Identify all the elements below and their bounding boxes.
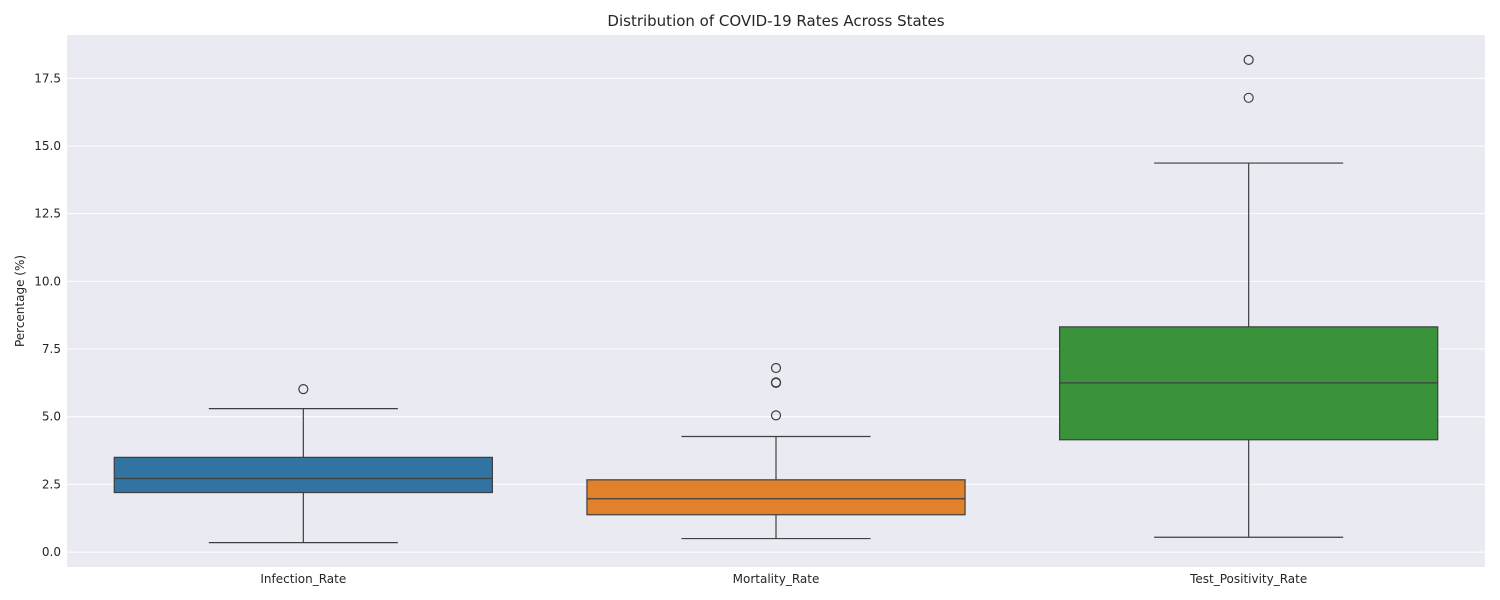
y-tick-label: 12.5 <box>34 207 61 221</box>
x-tick-label: Infection_Rate <box>260 572 346 586</box>
iqr-box <box>586 479 966 516</box>
outlier-point <box>1243 54 1254 66</box>
box-test-positivity-rate <box>1058 54 1439 538</box>
chart-title: Distribution of COVID-19 Rates Across St… <box>607 12 944 30</box>
y-tick-labels: 0.0 2.5 5.0 7.5 10.0 12.5 15.0 17.5 <box>34 71 61 559</box>
outlier-point <box>298 384 309 395</box>
y-tick-label: 2.5 <box>42 477 61 491</box>
iqr-box <box>113 456 494 494</box>
y-tick-label: 17.5 <box>34 71 61 85</box>
y-tick-label: 5.0 <box>42 410 61 424</box>
boxes <box>113 54 1439 544</box>
box-mortality-rate <box>586 362 966 540</box>
outlier-point <box>770 377 782 388</box>
outlier-point <box>770 410 782 421</box>
y-axis-label: Percentage (%) <box>13 255 27 347</box>
x-tick-labels: Infection_Rate Mortality_Rate Test_Positiv… <box>260 572 1307 586</box>
box-infection-rate <box>113 384 494 544</box>
outlier-point <box>1243 92 1254 103</box>
y-tick-label: 15.0 <box>34 139 61 153</box>
outlier-point <box>770 362 782 374</box>
x-tick-label: Test_Positivity_Rate <box>1189 572 1307 586</box>
y-tick-label: 7.5 <box>42 342 61 356</box>
x-tick-label: Mortality_Rate <box>733 572 820 586</box>
y-tick-label: 0.0 <box>42 545 61 559</box>
y-tick-label: 10.0 <box>34 274 61 288</box>
